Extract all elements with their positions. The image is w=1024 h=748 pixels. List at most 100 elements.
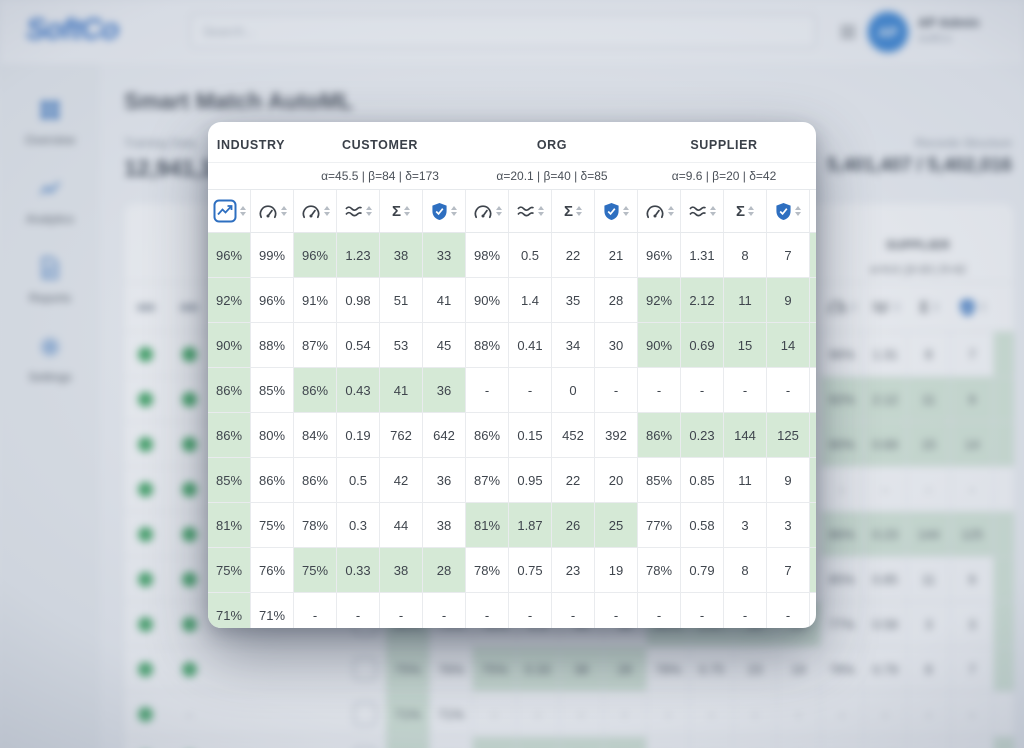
- sigma-icon: Σ: [919, 298, 929, 316]
- shield-icon: [431, 202, 448, 221]
- table-cell: 0.58: [864, 602, 908, 646]
- sort-arrows-icon: [404, 206, 410, 216]
- table-cell: 96%: [821, 332, 865, 376]
- table-row: 75% 76% 75% 0.33 38 28 78% 0.75 23 19 78% 0.79 8 7: [124, 647, 1014, 692]
- table-cell: -: [724, 368, 767, 412]
- stat-records-structure: Records Structure 5,401,407 / 5,402,016: [827, 136, 1012, 177]
- column-header-shield[interactable]: [951, 298, 994, 317]
- row-checkbox[interactable]: [352, 702, 377, 726]
- table-cell: 144: [907, 512, 951, 556]
- column-header-wave[interactable]: [509, 190, 552, 232]
- column-header-wave[interactable]: [681, 190, 724, 232]
- table-cell: 36: [423, 458, 466, 502]
- group-label-supplier: SUPPLIER: [885, 238, 950, 252]
- table-cell: 99%: [251, 233, 294, 277]
- table-cell: 51: [380, 278, 423, 322]
- table-cell: 642: [423, 413, 466, 457]
- table-cell: 0.33: [516, 647, 561, 691]
- table-cell: 96%: [294, 233, 337, 277]
- wave-icon: [344, 204, 363, 219]
- table-row: 71% 71% - - - - - - - - - - - -: [208, 593, 816, 628]
- table-cell-cut: [994, 737, 1014, 748]
- column-header-wave[interactable]: [864, 300, 907, 315]
- table-cell: 9: [950, 377, 995, 421]
- table-cell: -: [647, 692, 691, 736]
- wave-icon: [688, 204, 707, 219]
- table-cell: -: [560, 692, 604, 736]
- apps-icon[interactable]: [838, 22, 858, 42]
- table-cell: 0.43: [337, 368, 380, 412]
- table-cell-cut: [994, 467, 1014, 511]
- table-cell: 0.95: [509, 458, 552, 502]
- sort-arrows-icon: [623, 206, 629, 216]
- column-header-gauge[interactable]: [821, 300, 864, 315]
- column-header-shield[interactable]: [423, 190, 466, 232]
- table-cell: 85%: [208, 458, 251, 502]
- sidebar-item-label: Settings: [28, 370, 72, 384]
- column-header-sigma[interactable]: Σ: [908, 299, 951, 316]
- table-cell: 81%: [208, 503, 251, 547]
- table-cell: 20: [595, 458, 638, 502]
- status-cell: [167, 467, 210, 511]
- wave-icon: [516, 204, 535, 219]
- group-label-customer: CUSTOMER: [341, 138, 419, 152]
- table-cell: 98%: [466, 233, 509, 277]
- table-cell: 77%: [821, 602, 865, 646]
- column-header-gauge[interactable]: [638, 190, 681, 232]
- table-cell: 75%: [251, 503, 294, 547]
- column-header-cut: [810, 190, 816, 232]
- status-dot-icon: [138, 526, 154, 542]
- column-header-sigma[interactable]: Σ: [552, 190, 595, 232]
- table-cell-cut: [994, 647, 1014, 691]
- table-cell: 0.54: [337, 323, 380, 367]
- table-cell: 9: [951, 557, 995, 601]
- column-header-shield[interactable]: [595, 190, 638, 232]
- column-header-sigma[interactable]: Σ: [380, 190, 423, 232]
- table-cell: 0.85: [864, 557, 908, 601]
- search-input[interactable]: [190, 14, 816, 48]
- status-cell: [167, 512, 210, 556]
- status-dot-icon: [138, 571, 154, 587]
- table-cell: -: [595, 593, 638, 628]
- status-cell: [124, 467, 167, 511]
- status-dot-icon: [138, 616, 154, 632]
- table-cell: 75%: [208, 548, 251, 592]
- sidebar-item-label: Reports: [28, 291, 72, 305]
- column-header-gauge[interactable]: [466, 190, 509, 232]
- column-header-wave[interactable]: [337, 190, 380, 232]
- table-cell-cut: [810, 413, 816, 457]
- modal: INDUSTRY CUSTOMER ORG SUPPLIER α=45.5 | β=84…: [208, 122, 816, 628]
- table-cell: 1.31: [681, 233, 724, 277]
- table-cell-cut: [810, 278, 816, 322]
- modal-subtitle-row: α=45.5 | β=84 | δ=173 α=20.1 | β=40 | δ=8…: [208, 163, 816, 189]
- table-cell: -: [864, 467, 908, 511]
- status-cell: [124, 647, 167, 691]
- status-dot-icon: [181, 391, 197, 407]
- table-cell: 14: [767, 323, 810, 367]
- table-cell: 35: [552, 278, 595, 322]
- table-cell: 96%: [251, 278, 294, 322]
- row-checkbox[interactable]: [352, 657, 377, 681]
- table-cell: 0.62: [690, 737, 734, 748]
- table-cell: 96%: [208, 233, 251, 277]
- column-header-trend-chart[interactable]: [208, 190, 251, 232]
- column-header-sigma[interactable]: Σ: [724, 190, 767, 232]
- column-header-gauge[interactable]: [251, 190, 294, 232]
- table-cell: 78%: [647, 647, 691, 691]
- column-header-gauge[interactable]: [294, 190, 337, 232]
- table-cell: 15: [724, 323, 767, 367]
- sidebar-item-reports[interactable]: Reports: [0, 256, 100, 305]
- avatar[interactable]: AP: [868, 12, 908, 52]
- sidebar-item-analytics[interactable]: Analytics: [0, 177, 100, 226]
- table-cell: 452: [552, 413, 595, 457]
- column-header-shield[interactable]: [767, 190, 810, 232]
- sort-arrows-icon: [576, 206, 582, 216]
- sidebar-item-settings[interactable]: Settings: [0, 335, 100, 384]
- group-parameters: α=9.6 | β=20 | δ=42: [870, 264, 966, 276]
- sidebar-item-overview[interactable]: Overview: [0, 98, 100, 147]
- table-cell-cut: [994, 692, 1014, 736]
- table-cell: 78%: [466, 548, 509, 592]
- grid-icon: [38, 98, 62, 122]
